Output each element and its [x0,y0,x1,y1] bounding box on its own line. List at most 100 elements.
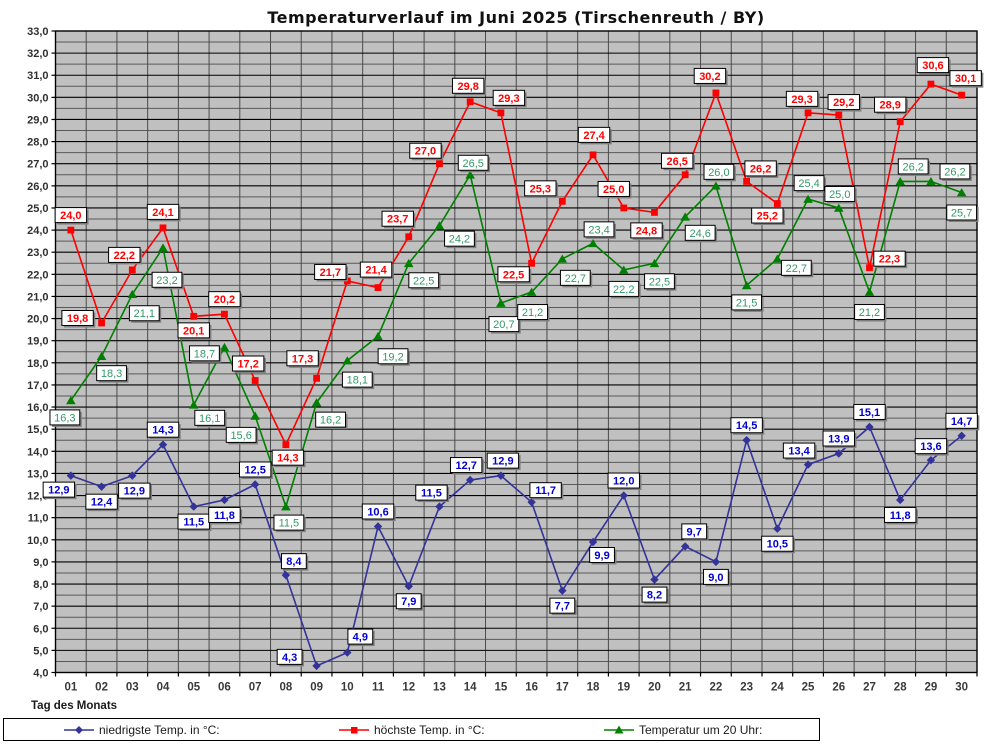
x-tick-label: 23 [740,682,753,694]
data-label-box [280,553,307,570]
data-point-marker-square [743,178,751,185]
data-point-marker-triangle [465,170,475,179]
x-tick-label: 20 [648,682,661,694]
data-point-marker-triangle [158,243,168,252]
data-label-box [49,409,81,426]
data-label-box [597,180,630,197]
data-label-box [793,175,825,192]
data-label: 21,4 [365,265,387,277]
data-label-box [751,207,784,224]
x-tick-label: 24 [771,682,784,694]
x-tick-label: 07 [249,682,262,694]
x-tick-label: 28 [894,682,907,694]
data-point-marker-triangle [496,298,506,307]
y-tick-label: 8,0 [33,579,48,591]
data-label-box [607,472,640,489]
x-tick-label: 30 [955,682,968,694]
data-label: 19,2 [382,351,403,363]
y-tick-label: 14,0 [27,446,48,458]
y-tick-label: 23,0 [27,247,48,259]
data-label: 28,9 [879,100,900,112]
data-label-box [381,210,414,227]
y-tick-label: 16,0 [27,402,48,414]
data-label: 15,1 [859,407,880,419]
data-label-box [189,345,220,362]
y-tick-label: 33,0 [27,26,48,38]
data-label: 30,1 [955,73,976,85]
data-label: 15,6 [230,430,251,442]
data-label-box [529,482,562,499]
data-label: 21,5 [736,297,757,309]
data-label: 14,5 [736,420,757,432]
data-label: 24,1 [152,207,173,219]
data-label-box [486,452,520,469]
data-label-box [693,67,727,84]
x-tick-label: 05 [187,682,200,694]
data-point-marker-square [896,118,904,126]
data-point-marker-diamond [588,537,598,547]
data-label-box [146,421,180,438]
data-label: 25,4 [798,178,819,190]
data-label: 20,7 [493,319,514,331]
data-label: 10,6 [367,507,388,519]
data-label-box [359,261,393,278]
data-point-marker-triangle [895,177,906,186]
data-label-box [939,163,971,180]
data-label-box [177,322,210,339]
data-label: 25,2 [757,211,778,223]
data-point-marker-diamond [404,582,413,591]
data-label: 21,7 [320,267,341,279]
y-tick-label: 27,0 [27,159,48,171]
y-tick-label: 21,0 [27,291,48,303]
y-tick-label: 13,0 [27,468,48,480]
data-point-marker-square [405,233,413,241]
data-point-marker-triangle [373,331,383,341]
data-label-box [559,269,591,286]
data-point-marker-square [67,226,75,234]
data-label-box [884,506,917,523]
data-label: 16,2 [320,415,341,427]
data-label: 9,0 [708,572,723,584]
data-point-marker-square [528,259,536,267]
data-label: 21,2 [522,307,543,319]
y-tick-label: 10,0 [27,535,48,547]
data-point-marker-triangle [803,194,813,203]
data-point-marker-diamond [742,436,751,445]
data-label-box [608,280,640,297]
data-label-box [684,224,716,241]
data-label-box [128,305,160,322]
x-tick-label: 12 [402,682,415,694]
data-label: 25,0 [603,184,624,196]
data-label: 29,2 [833,97,854,109]
data-point-marker-square [773,200,781,207]
data-label: 20,2 [214,294,235,306]
data-point-marker-diamond [373,522,383,531]
data-label: 21,1 [134,308,155,320]
data-point-marker-square [436,160,443,168]
data-point-marker-square [466,98,474,106]
data-point-marker-square [958,91,966,99]
data-label: 29,8 [457,81,478,93]
data-label: 12,4 [91,497,113,509]
data-label: 7,7 [555,601,570,613]
data-point-marker-triangle [403,258,414,268]
data-label-box [703,568,729,585]
data-label-box [644,273,675,290]
x-tick-label: 04 [157,682,170,694]
data-point-marker-square [589,151,597,159]
x-tick-label: 29 [925,682,938,694]
legend-entry: höchste Temp. in °C: [339,719,485,740]
data-label-box [118,482,151,499]
data-point-marker-triangle [311,398,322,407]
y-tick-label: 7,0 [33,601,48,613]
data-label-box [271,449,305,466]
data-label: 11,5 [421,488,442,500]
x-tick-label: 11 [372,682,385,694]
y-tick-label: 31,0 [27,70,48,82]
data-point-marker-diamond [465,475,475,485]
data-point-marker-diamond [128,471,137,480]
data-point-marker-triangle [66,396,76,405]
data-point-marker-diamond [711,557,721,567]
data-label: 4,9 [353,632,368,644]
